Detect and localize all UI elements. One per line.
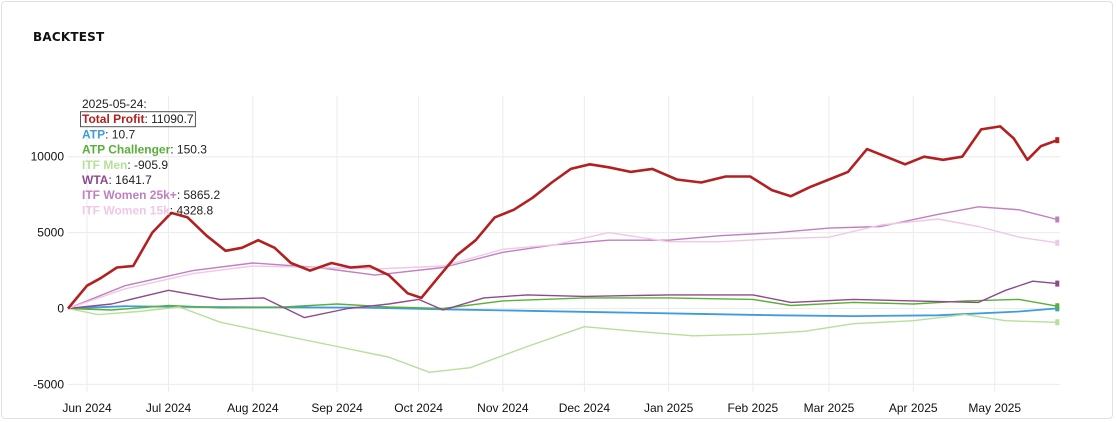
legend-series-name: ITF Women 15k (82, 203, 170, 217)
series-end-marker (1055, 303, 1060, 310)
legend-series-name: WTA (82, 173, 109, 187)
series-line (67, 280, 1058, 319)
legend-series-value: : 10.7 (105, 127, 135, 141)
legend-entry: ITF Women 15k: 4328.8 (82, 203, 213, 217)
legend-series-name: ATP (82, 127, 105, 141)
legend-series-value: : 1641.7 (108, 173, 152, 187)
legend-series-value: : 150.3 (170, 143, 207, 157)
series-end-marker (1055, 137, 1060, 144)
legend-entry: ITF Women 25k+: 5865.2 (82, 188, 221, 202)
legend-entry: WTA: 1641.7 (82, 173, 152, 187)
x-tick-label: Dec 2024 (559, 401, 611, 415)
series-line (67, 206, 1058, 310)
chart-title: BACKTEST (33, 30, 105, 44)
legend-entry: Total Profit: 11090.7 (82, 112, 194, 126)
legend-series-value: : 5865.2 (177, 188, 221, 202)
legend-series-name: ATP Challenger (82, 143, 171, 157)
series-line (67, 218, 1058, 310)
legend-series-value: : 4328.8 (170, 203, 214, 217)
series-end-marker (1055, 239, 1060, 246)
x-tick-label: May 2025 (968, 401, 1021, 415)
x-tick-label: Aug 2024 (227, 401, 279, 415)
x-tick-label: Feb 2025 (728, 401, 779, 415)
x-tick-label: Mar 2025 (804, 401, 855, 415)
x-tick-label: Nov 2024 (477, 401, 529, 415)
series-line (67, 306, 1058, 373)
legend-series-value: : 11090.7 (144, 112, 193, 126)
series-line (67, 125, 1058, 310)
legend-entry: ATP: 10.7 (82, 127, 135, 141)
legend-series-name: Total Profit (82, 112, 144, 126)
legend-entry: ATP Challenger: 150.3 (82, 143, 207, 157)
series-end-marker (1055, 216, 1060, 223)
x-tick-label: Jan 2025 (644, 401, 694, 415)
x-tick-label: Jul 2024 (146, 401, 192, 415)
x-tick-label: Jun 2024 (62, 401, 112, 415)
y-tick-label: 0 (57, 302, 64, 316)
x-tick-label: Sep 2024 (311, 401, 363, 415)
y-tick-label: -5000 (33, 377, 64, 391)
x-tick-label: Oct 2024 (394, 401, 443, 415)
x-tick-label: Apr 2025 (889, 401, 938, 415)
legend-series-name: ITF Women 25k+ (82, 188, 177, 202)
y-tick-label: 10000 (31, 150, 65, 164)
legend-series-value: : -905.9 (127, 158, 168, 172)
legend-highlight-box (80, 111, 196, 128)
y-tick-label: 5000 (37, 226, 64, 240)
legend-series-name: ITF Men (82, 158, 127, 172)
legend-date: 2025-05-24: (82, 97, 147, 111)
series-end-marker (1055, 280, 1060, 287)
series-end-marker (1055, 319, 1060, 326)
series-line (67, 297, 1058, 311)
legend-entry: ITF Men: -905.9 (82, 158, 168, 172)
